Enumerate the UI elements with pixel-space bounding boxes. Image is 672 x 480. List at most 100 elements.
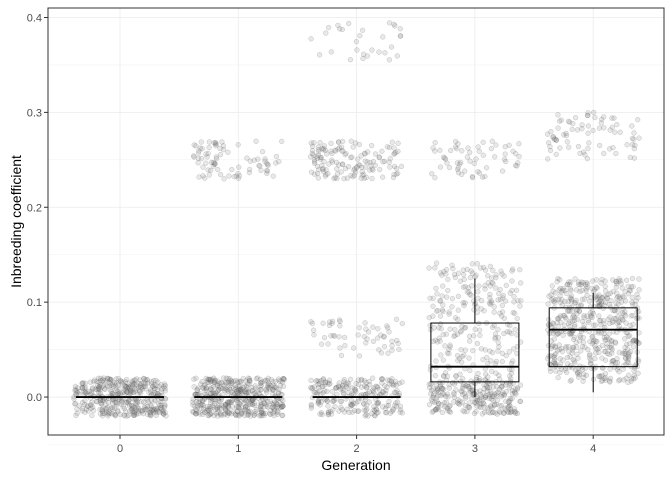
data-point <box>605 316 612 323</box>
data-point <box>110 381 116 388</box>
data-point <box>496 386 502 393</box>
data-point <box>567 294 573 301</box>
data-point <box>601 348 608 355</box>
data-point <box>234 388 240 394</box>
data-point <box>433 395 440 401</box>
data-point <box>550 296 556 302</box>
data-point <box>119 379 126 385</box>
data-point <box>620 293 626 299</box>
data-point <box>245 412 251 418</box>
data-point <box>193 407 199 413</box>
data-point <box>125 412 132 418</box>
data-point <box>510 310 516 316</box>
data-point <box>611 307 618 313</box>
data-point <box>469 395 475 402</box>
data-point <box>555 125 561 131</box>
data-point <box>333 384 340 391</box>
data-point <box>426 315 432 321</box>
data-point <box>195 160 201 166</box>
data-point <box>626 287 633 293</box>
data-point <box>443 393 449 400</box>
data-point <box>503 352 509 359</box>
data-point <box>614 366 620 373</box>
data-point <box>497 403 503 409</box>
data-point <box>275 409 281 416</box>
data-point <box>625 359 632 366</box>
data-point <box>560 357 566 363</box>
data-point <box>501 410 507 416</box>
data-point <box>219 402 225 409</box>
data-point <box>361 175 367 182</box>
data-point <box>353 38 360 45</box>
data-point <box>636 330 642 336</box>
data-point <box>82 409 88 415</box>
data-point <box>567 378 573 384</box>
data-point <box>488 145 495 152</box>
data-point <box>509 408 515 414</box>
data-point <box>566 320 572 327</box>
data-point <box>330 398 336 405</box>
data-point <box>380 389 387 395</box>
data-point <box>392 23 398 29</box>
data-point <box>345 380 351 386</box>
data-point <box>436 325 442 331</box>
data-point <box>202 409 208 415</box>
data-point <box>215 387 221 394</box>
data-point <box>382 406 389 412</box>
data-point <box>264 382 271 389</box>
data-point <box>101 410 107 417</box>
data-point <box>212 377 218 383</box>
data-point <box>251 412 258 418</box>
data-point <box>271 384 278 391</box>
data-point <box>266 411 273 417</box>
data-point <box>568 331 574 337</box>
data-point <box>270 410 276 416</box>
data-point <box>128 385 135 391</box>
data-point <box>122 379 129 385</box>
data-point <box>495 340 502 346</box>
boxplots <box>76 278 638 398</box>
data-point <box>555 374 561 381</box>
data-point <box>459 359 465 365</box>
data-point <box>577 288 583 295</box>
data-point <box>437 298 443 304</box>
data-point <box>311 171 318 177</box>
data-point <box>439 386 446 392</box>
data-point <box>477 397 483 403</box>
data-point <box>316 385 322 391</box>
data-point <box>269 387 276 393</box>
data-point <box>548 338 554 344</box>
data-point <box>348 154 354 161</box>
data-point <box>518 280 524 286</box>
data-point <box>122 384 129 390</box>
data-point <box>318 399 325 405</box>
data-point <box>622 309 628 315</box>
data-point <box>234 408 241 414</box>
data-point <box>96 383 103 390</box>
data-point <box>244 155 250 161</box>
data-point <box>630 313 636 319</box>
data-point <box>280 403 286 409</box>
data-point <box>551 336 557 342</box>
data-point <box>440 154 447 160</box>
data-point <box>438 326 444 332</box>
data-point <box>311 140 317 146</box>
data-point <box>102 381 108 387</box>
data-point <box>498 313 505 319</box>
data-point <box>102 386 108 392</box>
data-point <box>627 288 634 294</box>
data-point <box>448 147 454 154</box>
data-point <box>399 410 405 416</box>
data-point <box>337 386 343 392</box>
data-point <box>226 404 232 411</box>
data-point <box>491 393 497 400</box>
data-point <box>574 311 580 317</box>
data-point <box>314 377 320 384</box>
data-point <box>479 401 485 407</box>
data-point <box>552 344 558 350</box>
data-point <box>349 402 355 408</box>
data-point <box>586 319 592 326</box>
data-point <box>510 266 516 272</box>
data-point <box>147 387 154 393</box>
data-point <box>439 293 445 299</box>
